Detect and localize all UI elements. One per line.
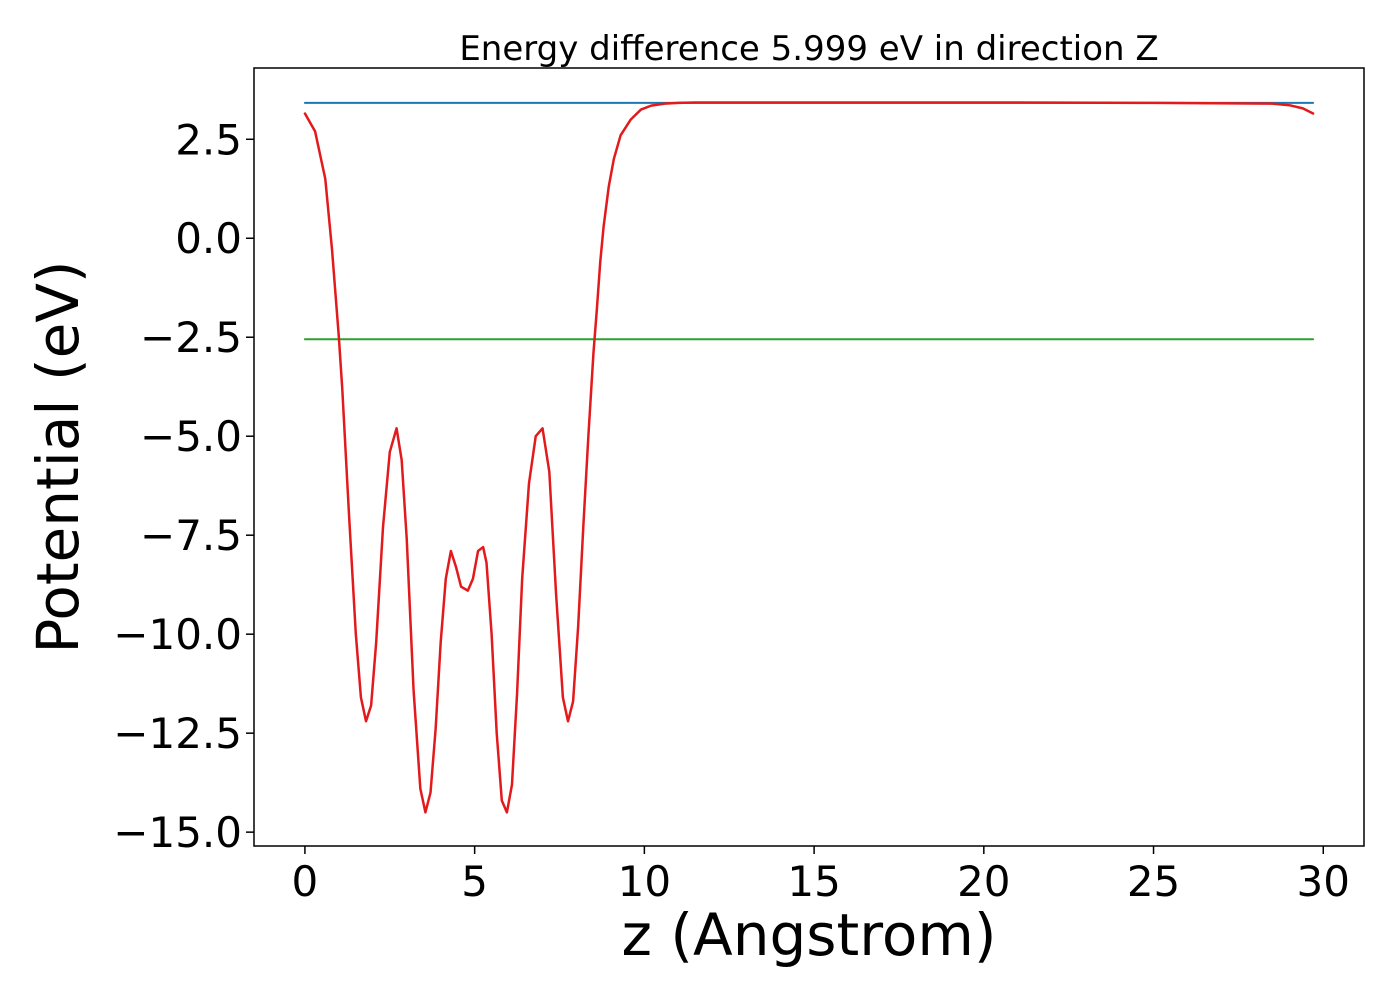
- x-tick-label: 0: [292, 857, 319, 906]
- x-tick-label: 30: [1297, 857, 1350, 906]
- y-tick-label: −5.0: [140, 412, 242, 461]
- y-tick-label: 0.0: [175, 214, 242, 263]
- y-tick-label: −2.5: [140, 313, 242, 362]
- plot-frame: [253, 67, 1365, 847]
- chart-title: Energy difference 5.999 eV in direction …: [459, 29, 1158, 69]
- y-tick-label: 2.5: [175, 115, 242, 164]
- y-tick-label: −7.5: [140, 511, 242, 560]
- y-tick-label: −10.0: [113, 610, 242, 659]
- y-axis-label: Potential (eV): [24, 260, 92, 653]
- x-axis: 0 5 10 15 20 25 30: [292, 846, 1350, 906]
- x-axis-label: z (Angstrom): [622, 901, 997, 969]
- plot-lines: [303, 101, 1315, 814]
- x-tick-label: 20: [957, 857, 1010, 906]
- y-tick-label: −12.5: [113, 709, 242, 758]
- y-tick-label: −15.0: [113, 808, 242, 857]
- x-tick-label: 5: [461, 857, 488, 906]
- x-tick-label: 10: [618, 857, 671, 906]
- potential-curve: [303, 101, 1315, 814]
- y-axis: 2.5 0.0 −2.5 −5.0 −7.5 −10.0 −12.5 −15.0: [113, 115, 254, 857]
- x-tick-label: 15: [787, 857, 840, 906]
- x-tick-label: 25: [1127, 857, 1180, 906]
